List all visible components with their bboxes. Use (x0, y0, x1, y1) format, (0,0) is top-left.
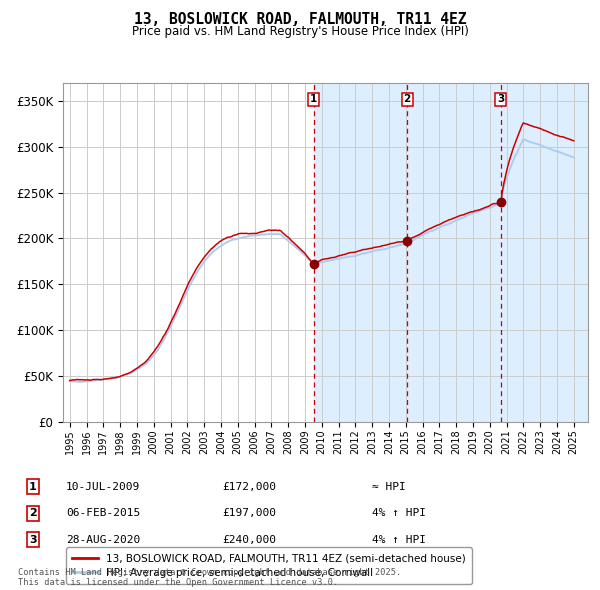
Text: £240,000: £240,000 (222, 535, 276, 545)
Text: 06-FEB-2015: 06-FEB-2015 (66, 509, 140, 518)
Text: £172,000: £172,000 (222, 482, 276, 491)
Text: 2: 2 (404, 94, 411, 104)
Text: 10-JUL-2009: 10-JUL-2009 (66, 482, 140, 491)
Text: 4% ↑ HPI: 4% ↑ HPI (372, 535, 426, 545)
Text: 1: 1 (29, 482, 37, 491)
Text: ≈ HPI: ≈ HPI (372, 482, 406, 491)
Text: Price paid vs. HM Land Registry's House Price Index (HPI): Price paid vs. HM Land Registry's House … (131, 25, 469, 38)
Text: Contains HM Land Registry data © Crown copyright and database right 2025.
This d: Contains HM Land Registry data © Crown c… (18, 568, 401, 587)
Bar (314, 83, 588, 422)
Legend: 13, BOSLOWICK ROAD, FALMOUTH, TR11 4EZ (semi-detached house), HPI: Average price: 13, BOSLOWICK ROAD, FALMOUTH, TR11 4EZ (… (65, 548, 472, 584)
Text: £197,000: £197,000 (222, 509, 276, 518)
Text: 28-AUG-2020: 28-AUG-2020 (66, 535, 140, 545)
Text: 3: 3 (497, 94, 505, 104)
Text: 4% ↑ HPI: 4% ↑ HPI (372, 509, 426, 518)
Text: 2: 2 (29, 509, 37, 518)
Text: 3: 3 (29, 535, 37, 545)
Text: 1: 1 (310, 94, 317, 104)
Text: 13, BOSLOWICK ROAD, FALMOUTH, TR11 4EZ: 13, BOSLOWICK ROAD, FALMOUTH, TR11 4EZ (134, 12, 466, 27)
